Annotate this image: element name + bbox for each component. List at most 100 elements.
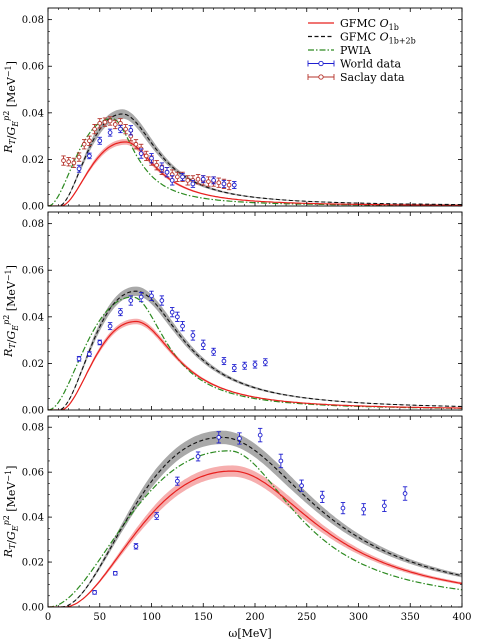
y-tick-label: 0.00 <box>22 603 44 614</box>
world-data-point <box>299 479 304 492</box>
world-data-point <box>149 290 154 301</box>
saclay-data-point <box>61 155 66 166</box>
y-tick-label: 0.08 <box>22 15 44 26</box>
legend-entry: PWIA <box>308 44 372 57</box>
y-tick-label: 0.08 <box>22 219 44 230</box>
gfmc-1b-band <box>48 139 462 206</box>
world-data-point <box>190 179 196 188</box>
world-data-point <box>138 291 144 303</box>
legend-entry: Saclay data <box>307 71 405 84</box>
saclay-data-point <box>143 150 149 162</box>
legend-label: Saclay data <box>340 71 405 84</box>
saclay-data-point <box>92 124 97 135</box>
gfmc-1b-band <box>48 465 462 607</box>
x-tick-label: 250 <box>297 612 316 623</box>
saclay-data-point <box>195 174 201 185</box>
x-tick-label: 200 <box>245 612 264 623</box>
world-data-point <box>87 152 92 160</box>
world-data-point <box>138 148 144 159</box>
y-tick-label: 0.06 <box>22 62 44 73</box>
saclay-data-point <box>97 118 103 129</box>
gfmc-1b2b-band <box>48 430 462 607</box>
pwia-line <box>48 450 462 607</box>
world-data-point <box>112 570 118 576</box>
legend-entry: GFMC O1b <box>308 17 399 32</box>
world-data-point <box>180 172 185 181</box>
gfmc-1b-line <box>48 470 462 607</box>
world-data-point <box>169 307 175 318</box>
gfmc-1b2b-line <box>48 436 462 607</box>
saclay-data-point <box>123 124 128 135</box>
world-data-point <box>200 339 206 350</box>
world-data-point <box>231 364 237 373</box>
y-tick-label: 0.04 <box>22 312 44 323</box>
legend-label: GFMC O1b <box>340 17 399 32</box>
gfmc-1b2b-band <box>48 286 462 410</box>
y-axis-label: RT/GEp2 [MeV−1] <box>2 265 20 358</box>
saclay-data-point <box>133 139 139 150</box>
world-data-point <box>237 432 242 445</box>
legend-label: PWIA <box>340 44 372 57</box>
legend-entry: GFMC O1b+2b <box>308 30 416 45</box>
saclay-data-point <box>112 119 118 130</box>
world-data-point <box>154 512 160 520</box>
x-axis-label: ω[MeV] <box>228 627 271 640</box>
legend-label: World data <box>340 57 402 70</box>
x-tick-label: 0 <box>45 612 51 623</box>
x-tick-label: 400 <box>452 612 471 623</box>
saclay-data-point <box>102 117 108 127</box>
world-data-point <box>128 295 134 306</box>
gfmc-1b2b-line <box>48 290 462 410</box>
plot-area <box>48 427 462 607</box>
world-data-point <box>242 361 247 370</box>
saclay-data-point <box>154 160 160 171</box>
world-data-point <box>200 175 206 184</box>
y-tick-label: 0.02 <box>22 155 44 166</box>
x-tick-label: 50 <box>93 612 106 623</box>
world-data-point <box>128 125 134 136</box>
x-tick-label: 150 <box>194 612 213 623</box>
world-data-point <box>169 175 175 186</box>
pwia-line <box>48 296 462 410</box>
legend-entry: World data <box>307 57 402 70</box>
world-data-point <box>97 136 103 145</box>
world-data-point <box>159 162 165 173</box>
y-tick-label: 0.06 <box>22 468 44 479</box>
world-data-point <box>97 339 103 346</box>
y-tick-label: 0.06 <box>22 266 44 277</box>
panel-2: 0.00 0.02 0.04 0.06 0.08 RT/GEp2 [MeV−1] <box>2 211 463 417</box>
world-data-point <box>118 308 123 317</box>
x-tick-label: 100 <box>142 612 161 623</box>
x-tick-label: 300 <box>349 612 368 623</box>
world-data-point <box>133 543 139 550</box>
saclay-data-point <box>185 175 191 186</box>
world-data-point <box>76 355 82 362</box>
gfmc-1b-line <box>48 320 462 410</box>
world-data-point <box>216 431 222 444</box>
world-data-point <box>118 125 123 134</box>
y-tick-label: 0.02 <box>22 359 44 370</box>
saclay-data-point <box>107 116 113 126</box>
saclay-data-point <box>216 177 222 188</box>
gfmc-1b-line <box>48 141 462 206</box>
world-data-point <box>149 153 154 164</box>
world-data-point <box>278 453 284 469</box>
world-data-point <box>340 502 346 515</box>
world-data-point <box>76 164 82 173</box>
world-data-point <box>319 490 325 503</box>
saclay-data-point <box>66 157 72 167</box>
world-data-point <box>221 179 227 188</box>
legend-label: GFMC O1b+2b <box>340 30 416 45</box>
saclay-data-point <box>76 152 82 162</box>
saclay-data-point <box>206 176 211 187</box>
world-data-point <box>195 451 201 462</box>
y-tick-label: 0.02 <box>22 558 44 569</box>
saclay-data-point <box>87 135 92 146</box>
plot-area <box>48 286 462 410</box>
world-data-point <box>180 321 185 332</box>
world-data-point <box>361 503 367 516</box>
y-tick-label: 0.04 <box>22 108 44 119</box>
world-data-point <box>263 358 268 367</box>
